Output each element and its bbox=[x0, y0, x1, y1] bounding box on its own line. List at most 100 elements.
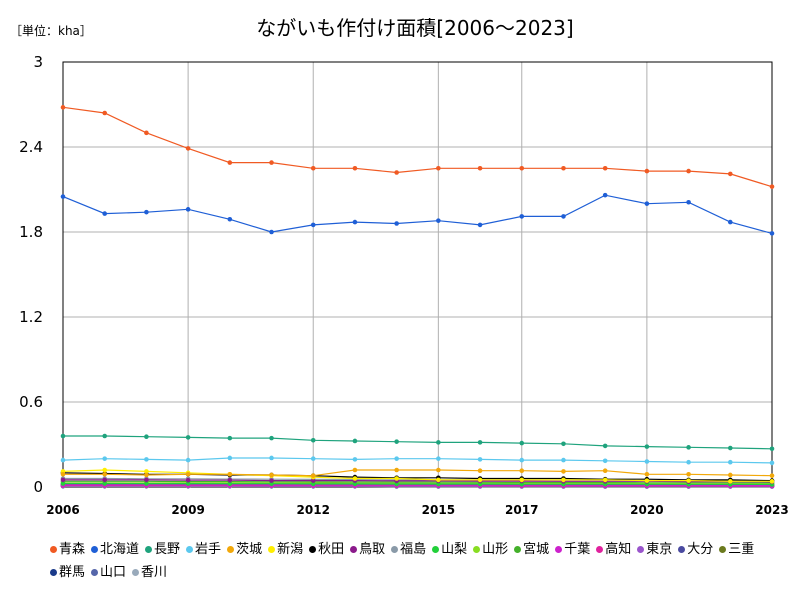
data-point bbox=[519, 457, 525, 463]
x-tick-label: 2012 bbox=[297, 503, 330, 517]
data-point bbox=[686, 459, 691, 465]
data-point bbox=[227, 477, 233, 483]
legend-marker bbox=[227, 546, 235, 553]
legend-label: 大分 bbox=[687, 542, 714, 557]
data-point bbox=[144, 130, 149, 136]
data-point bbox=[561, 214, 566, 219]
series-line bbox=[63, 482, 772, 485]
data-point bbox=[227, 435, 233, 441]
legend-label: 長野 bbox=[154, 542, 181, 557]
x-tick-label: 2015 bbox=[422, 503, 455, 517]
y-tick-label: 3 bbox=[33, 53, 43, 71]
data-point bbox=[102, 433, 108, 439]
series-茨城 bbox=[60, 467, 775, 478]
data-point bbox=[519, 477, 525, 483]
data-point bbox=[352, 457, 358, 462]
data-point bbox=[102, 477, 108, 483]
data-point bbox=[269, 229, 274, 235]
legend-label: 東京 bbox=[646, 542, 673, 557]
legend-marker bbox=[91, 569, 99, 576]
legend-item: 茨城 bbox=[227, 538, 262, 561]
data-point bbox=[185, 481, 191, 486]
data-point bbox=[602, 468, 608, 474]
data-point bbox=[310, 481, 316, 487]
data-point bbox=[727, 479, 733, 484]
legend-item: 山形 bbox=[473, 538, 508, 561]
legend-item: 岩手 bbox=[186, 538, 221, 561]
legend-item: 香川 bbox=[132, 561, 167, 584]
series-青森 bbox=[60, 105, 775, 189]
data-point bbox=[144, 434, 149, 440]
legend-item: 新潟 bbox=[268, 538, 303, 561]
data-point bbox=[185, 207, 191, 212]
data-point bbox=[644, 478, 650, 483]
data-point bbox=[436, 440, 441, 445]
data-point bbox=[477, 477, 483, 483]
data-point bbox=[561, 165, 566, 171]
legend-label: 岩手 bbox=[195, 542, 222, 557]
data-point bbox=[60, 105, 66, 110]
legend-marker bbox=[309, 546, 317, 553]
data-point bbox=[144, 209, 149, 215]
y-tick-label: 0.6 bbox=[19, 393, 43, 411]
legend-marker bbox=[432, 546, 440, 553]
y-tick-label: 1.2 bbox=[19, 308, 43, 326]
legend-label: 宮城 bbox=[523, 542, 550, 557]
legend-marker bbox=[555, 546, 563, 553]
data-point bbox=[185, 435, 191, 440]
x-tick-label: 2020 bbox=[630, 503, 663, 517]
legend-marker bbox=[473, 546, 481, 553]
data-point bbox=[60, 433, 66, 439]
data-point bbox=[477, 468, 483, 474]
data-point bbox=[144, 481, 149, 486]
legend-label: 山梨 bbox=[441, 542, 468, 557]
legend-marker bbox=[268, 546, 276, 553]
data-point bbox=[519, 165, 525, 171]
data-point bbox=[477, 457, 483, 462]
data-point bbox=[352, 467, 358, 473]
data-point bbox=[727, 171, 733, 177]
legend-item: 千葉 bbox=[555, 538, 590, 561]
data-point bbox=[644, 201, 650, 206]
series-北海道 bbox=[60, 192, 775, 236]
data-point bbox=[394, 456, 399, 461]
legend-marker bbox=[637, 546, 645, 553]
legend-label: 高知 bbox=[605, 542, 632, 557]
series-line bbox=[63, 482, 773, 485]
legend-label: 山形 bbox=[482, 542, 509, 557]
legend-marker bbox=[50, 569, 57, 576]
chart-legend: 青森 北海道 長野 岩手 茨城 新潟 秋田 鳥取 福島 山梨 山形 宮城 千葉 高知 東京 大分 三重群馬 山口香… bbox=[50, 538, 790, 584]
data-point bbox=[519, 440, 525, 446]
series-line bbox=[63, 480, 773, 484]
legend-item: 三重 bbox=[719, 538, 754, 561]
data-point bbox=[602, 458, 608, 464]
data-point bbox=[394, 439, 399, 444]
legend-marker bbox=[596, 546, 604, 553]
data-point bbox=[60, 471, 66, 477]
legend-item: 青森 bbox=[50, 538, 85, 561]
legend-item: 長野 bbox=[145, 538, 180, 561]
data-point bbox=[644, 444, 650, 449]
data-point bbox=[144, 472, 149, 478]
data-point bbox=[769, 184, 775, 189]
legend-item: 福島 bbox=[391, 538, 426, 561]
legend-label: 群馬 bbox=[59, 565, 86, 580]
data-point bbox=[436, 165, 441, 171]
x-tick-label: 2023 bbox=[755, 503, 788, 517]
data-point bbox=[394, 476, 399, 481]
legend-item: 北海道 bbox=[91, 538, 139, 561]
data-point bbox=[60, 481, 66, 486]
data-point bbox=[352, 219, 358, 225]
data-point bbox=[269, 160, 274, 165]
series-line bbox=[63, 469, 773, 477]
axis-ticks: 0 0.6 1.2 1.8 2.4 3 2006 2009 2012 2015 2017 2020 20… bbox=[19, 53, 789, 517]
data-point bbox=[310, 165, 316, 171]
legend-item: 秋田 bbox=[309, 538, 344, 561]
legend-item: 群馬 bbox=[50, 561, 85, 584]
series-line bbox=[62, 106, 773, 188]
data-point bbox=[686, 471, 691, 477]
data-point bbox=[602, 165, 608, 171]
legend-marker bbox=[514, 546, 522, 553]
legend-label: 香川 bbox=[141, 565, 168, 580]
